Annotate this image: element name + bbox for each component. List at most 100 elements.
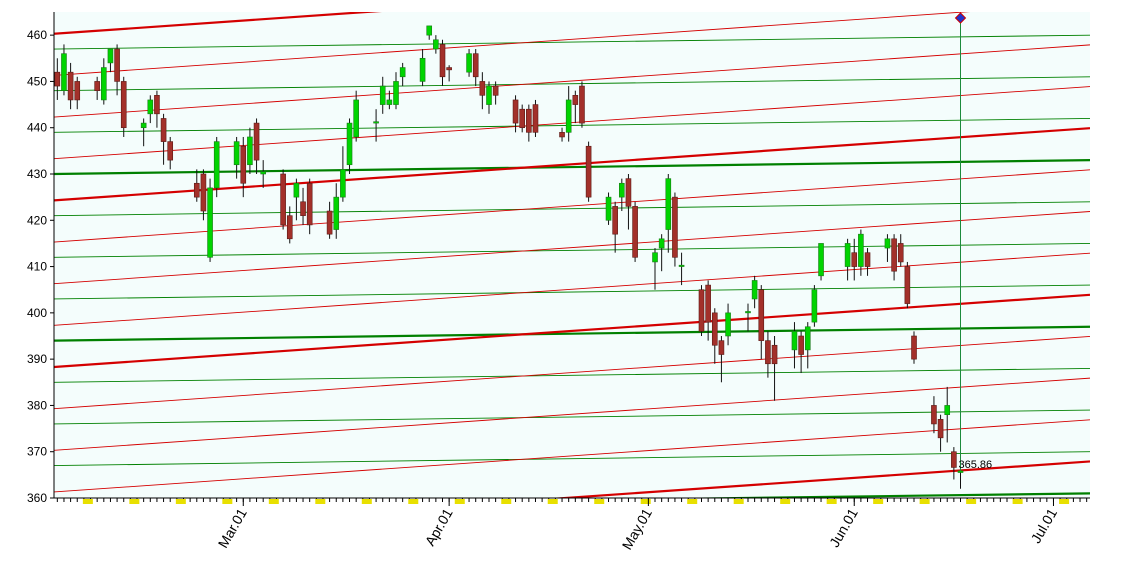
trend-line: [54, 242, 1090, 258]
candle-body: [120, 81, 127, 129]
candle-body: [559, 132, 565, 138]
week-marker: [919, 499, 930, 504]
trend-line: [54, 201, 1090, 217]
week-marker: [315, 499, 326, 504]
candle-body: [346, 122, 353, 166]
candle-body: [585, 145, 592, 198]
candle-body: [154, 95, 160, 115]
candle-body: [101, 67, 107, 101]
x-tick-label: Apr.01: [422, 505, 456, 548]
candle-body: [466, 53, 472, 73]
y-tick-label: 420: [27, 213, 47, 227]
week-marker: [501, 499, 512, 504]
candle-body: [884, 238, 891, 249]
candle-body: [306, 182, 313, 226]
week-marker: [222, 499, 233, 504]
y-tick-label: 380: [27, 398, 47, 412]
candle-body: [147, 99, 154, 115]
candle-body: [725, 312, 731, 337]
y-tick-label: 400: [27, 306, 47, 320]
y-tick-label: 450: [27, 74, 47, 88]
candle-body: [167, 141, 174, 161]
candle-body: [67, 71, 74, 101]
trend-line: [54, 211, 1090, 285]
candle-body: [957, 470, 964, 473]
trend-line: [54, 367, 1090, 383]
trend-line: [54, 325, 1090, 342]
candle-body: [200, 173, 207, 212]
candle-body: [373, 121, 379, 124]
candle-body: [399, 67, 406, 78]
candle-body: [698, 289, 705, 332]
candle-body: [911, 335, 917, 360]
candle-body: [711, 312, 718, 346]
candle-body: [247, 136, 253, 166]
candle-body: [897, 243, 904, 263]
candle-body: [107, 48, 114, 64]
trend-line: [54, 44, 1090, 118]
candle-body: [326, 210, 333, 235]
candle-body: [280, 173, 286, 226]
trend-line: [54, 419, 1090, 493]
trend-line: [54, 409, 1090, 425]
week-marker: [1059, 499, 1070, 504]
candle-body: [140, 122, 147, 129]
candle-body: [844, 243, 851, 267]
candle-body: [619, 182, 625, 198]
y-tick-label: 390: [27, 352, 47, 366]
candle-body: [61, 53, 67, 91]
candle-body: [891, 238, 897, 272]
candle-body: [771, 344, 778, 365]
x-tick-label: Jul.01: [1028, 505, 1061, 546]
trend-line: [54, 12, 971, 76]
candle-body: [300, 201, 306, 216]
candle-body: [818, 243, 824, 277]
week-marker: [129, 499, 140, 504]
candle-body: [904, 266, 911, 304]
week-marker: [175, 499, 186, 504]
week-marker: [547, 499, 558, 504]
candle-body: [94, 81, 100, 91]
week-marker: [82, 499, 93, 504]
candle-body: [253, 122, 260, 161]
trend-line: [54, 12, 382, 35]
candle-body: [672, 196, 678, 258]
candle-body: [260, 171, 266, 175]
y-tick-label: 370: [27, 445, 47, 459]
week-marker: [1012, 499, 1023, 504]
candle-body: [286, 215, 293, 240]
candle-body: [579, 85, 585, 124]
candle-body: [340, 169, 346, 198]
candle-body: [944, 405, 951, 415]
week-marker: [826, 499, 837, 504]
last-price-label: 365.86: [959, 459, 993, 471]
x-tick-label: Mar.01: [215, 505, 250, 550]
trend-line: [54, 127, 1090, 202]
week-marker: [873, 499, 884, 504]
week-marker: [966, 499, 977, 504]
candle-body: [678, 264, 685, 267]
trend-line: [54, 377, 1090, 451]
candle-body: [565, 99, 572, 133]
candle-body: [472, 53, 479, 78]
candle-body: [798, 335, 804, 355]
candle-body: [652, 252, 658, 263]
candle-body: [851, 252, 858, 267]
candle-body: [931, 405, 937, 425]
y-tick-label: 360: [27, 491, 47, 505]
trend-line: [54, 76, 1090, 92]
candle-body: [864, 252, 871, 267]
candle-body: [937, 419, 944, 439]
trend-line: [54, 86, 1090, 160]
trend-line: [54, 284, 1090, 300]
candle-body: [512, 99, 519, 124]
trend-line: [662, 492, 1090, 498]
candle-body: [519, 108, 525, 129]
candle-body: [751, 280, 758, 300]
candle-body: [193, 182, 200, 198]
week-marker: [780, 499, 791, 504]
candle-body: [54, 71, 61, 87]
cursor-marker: [954, 12, 967, 24]
candle-body: [718, 340, 725, 355]
